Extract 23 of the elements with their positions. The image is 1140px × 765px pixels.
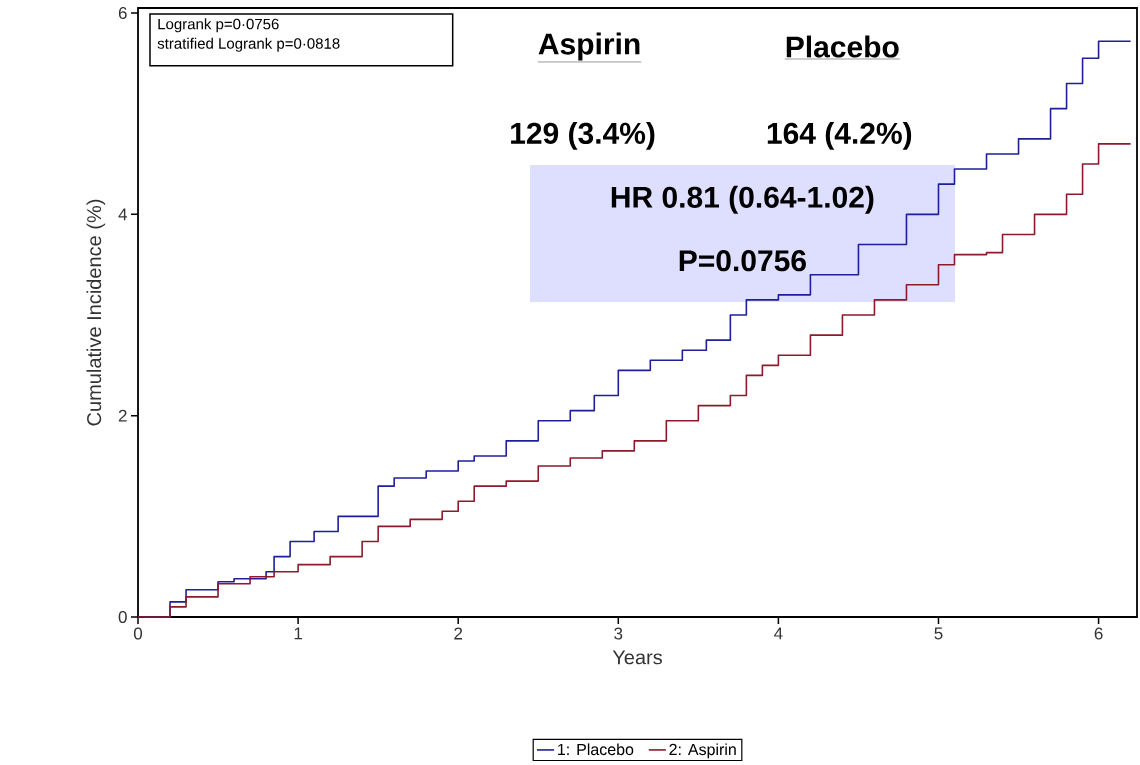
y-tick-label: 2	[118, 409, 127, 422]
y-tick-label: 6	[118, 7, 127, 20]
annotation: 164 (4.2%)	[767, 121, 912, 150]
annotation: 129 (3.4%)	[511, 121, 655, 150]
x-axis-title: Years	[612, 650, 662, 665]
legend-label: 2: Aspirin	[669, 743, 736, 759]
annotation: HR 0.81 (0.64-1.02)	[611, 185, 874, 214]
x-tick-label: 0	[133, 627, 143, 640]
y-axis-title: Cumulative Incidence (%)	[86, 199, 106, 426]
x-tick-label: 3	[614, 627, 623, 640]
x-tick-label: 4	[774, 627, 783, 640]
annotation: Placebo	[786, 35, 899, 58]
x-tick-label: 6	[1094, 627, 1103, 640]
annotation: stratified Logrank p=0·0818	[157, 37, 340, 52]
annotation: Aspirin	[538, 32, 640, 61]
y-tick-label: 0	[118, 610, 127, 624]
x-tick-label: 5	[934, 627, 943, 640]
x-tick-label: 2	[454, 627, 463, 640]
legend-label: 1: Placebo	[558, 743, 634, 756]
x-tick-label: 1	[294, 627, 302, 640]
annotation: Logrank p=0·0756	[158, 18, 279, 33]
y-tick-label: 4	[118, 208, 127, 221]
annotation: P=0.0756	[679, 250, 806, 272]
